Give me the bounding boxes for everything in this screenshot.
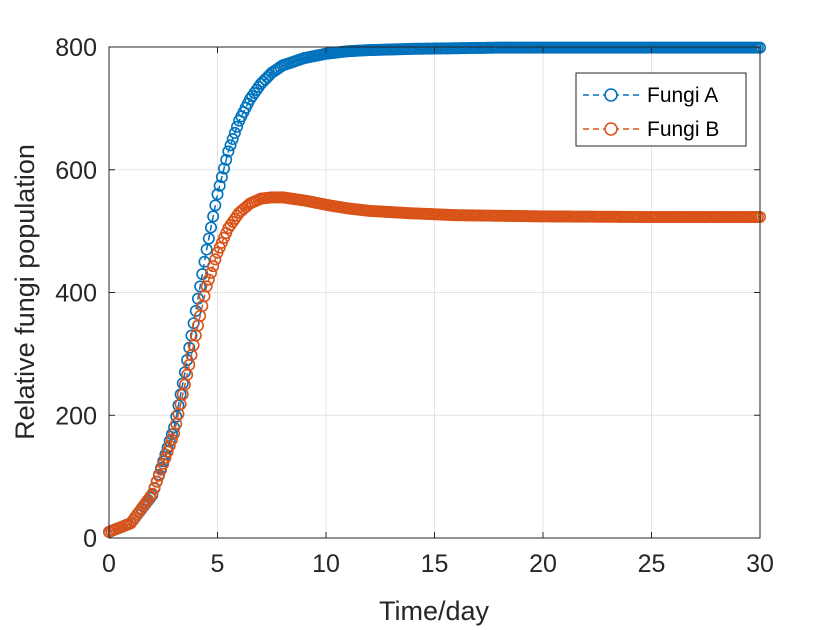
legend: Fungi A Fungi B: [575, 72, 747, 147]
x-tick-label: 30: [746, 550, 774, 578]
legend-items: [583, 88, 640, 136]
x-tick-label: 5: [211, 550, 225, 578]
data-point-marker: [224, 139, 237, 152]
legend-label-fungi-b: Fungi B: [647, 118, 719, 141]
legend-sample-marker: [604, 122, 618, 136]
data-point-marker: [228, 126, 241, 139]
data-point-marker: [155, 463, 168, 476]
data-point-marker: [222, 145, 235, 158]
x-tick-label: 25: [638, 550, 666, 578]
data-point-marker: [200, 280, 213, 293]
x-tick-label: 10: [312, 550, 340, 578]
x-tick-label: 0: [102, 550, 116, 578]
data-point-marker: [211, 188, 224, 201]
data-point-marker: [204, 266, 217, 279]
data-point-marker: [215, 171, 228, 184]
data-point-marker: [157, 457, 170, 470]
data-point-marker: [159, 451, 172, 464]
data-point-marker: [209, 199, 222, 212]
x-axis-label: Time/day: [379, 596, 490, 626]
legend-label-fungi-a: Fungi A: [647, 84, 718, 107]
data-point-marker: [194, 280, 207, 293]
legend-box: [575, 72, 747, 147]
data-point-marker: [148, 481, 161, 494]
axes: [108, 46, 761, 539]
y-tick-label: 800: [55, 34, 97, 62]
data-point-marker: [202, 273, 215, 286]
data-point-marker: [161, 445, 174, 458]
data-point-marker: [202, 232, 215, 245]
data-point-marker: [231, 120, 244, 133]
data-point-marker: [204, 221, 217, 234]
data-point-marker: [170, 410, 183, 423]
data-point-marker: [146, 487, 159, 500]
y-axis-label: Relative fungi population: [10, 144, 40, 440]
x-tick-label: 15: [421, 550, 449, 578]
y-tick-label: 0: [83, 525, 97, 553]
data-point-marker: [213, 179, 226, 192]
data-point-marker: [226, 133, 239, 146]
y-tick-label: 200: [55, 402, 97, 430]
data-point-marker: [209, 253, 222, 266]
tick-labels: 0 5 10 15 20 25 30 0 200 400 600 800: [55, 34, 774, 578]
legend-sample-marker: [604, 88, 618, 102]
y-tick-label: 400: [55, 280, 97, 308]
data-point-marker: [218, 162, 231, 175]
x-tick-label: 20: [529, 550, 557, 578]
data-point-marker: [200, 243, 213, 256]
data-point-marker: [150, 475, 163, 488]
data-point-marker: [163, 439, 176, 452]
data-point-marker: [165, 433, 178, 446]
y-tick-label: 600: [55, 157, 97, 185]
data-point-marker: [207, 210, 220, 223]
data-point-marker: [207, 260, 220, 273]
data-point-marker: [152, 469, 165, 482]
data-point-marker: [220, 153, 233, 166]
